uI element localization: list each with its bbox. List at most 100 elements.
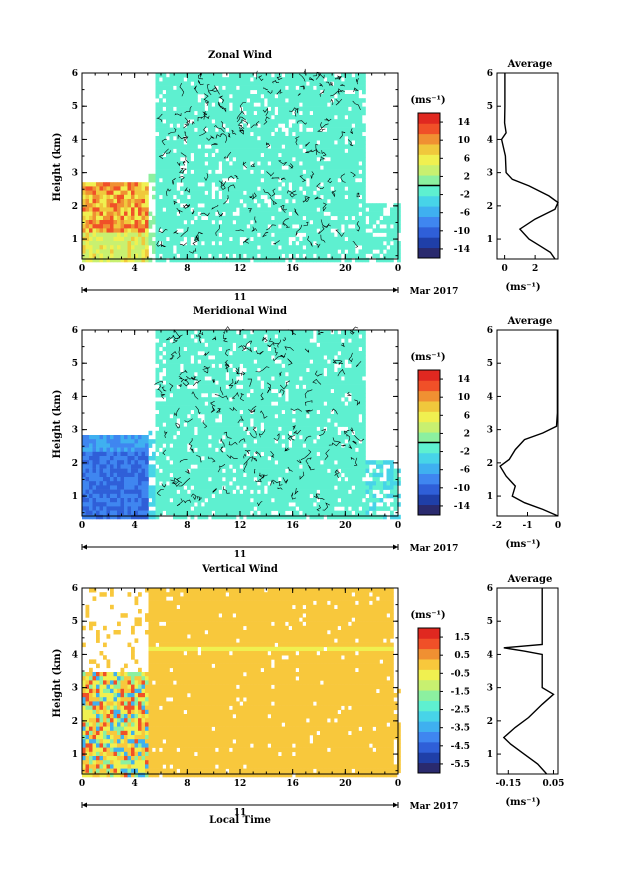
heatmap-cell [183, 477, 188, 482]
heatmap-cell [183, 388, 188, 394]
heatmap-cell [383, 228, 387, 233]
heatmap-cell [117, 253, 121, 259]
heatmap-cell [169, 173, 174, 179]
heatmap-cell [113, 460, 118, 465]
heatmap-cell [309, 148, 314, 154]
heatmap-cell [194, 351, 198, 356]
heatmap-cell [337, 224, 342, 229]
heatmap-cell [194, 485, 198, 490]
heatmap-cell [306, 165, 310, 170]
heatmap-cell [159, 351, 163, 356]
contour-line [206, 84, 212, 96]
heatmap-cell [348, 77, 352, 82]
heatmap-cell [194, 207, 198, 212]
heatmap-cell [271, 253, 275, 259]
heatmap-cell [281, 81, 286, 86]
heatmap-cell [155, 506, 160, 511]
heatmap-cell [239, 89, 244, 95]
heatmap-cell [131, 186, 135, 191]
heatmap-cell [330, 165, 335, 170]
heatmap-cell [176, 152, 181, 158]
heatmap-cell [236, 253, 240, 259]
heatmap-cell [85, 215, 90, 221]
heatmap-cell [232, 418, 237, 423]
contour-line [320, 234, 326, 243]
heatmap-cell [124, 194, 128, 200]
heatmap-cell [162, 157, 167, 162]
heatmap-cell [306, 148, 310, 154]
heatmap-cell [292, 136, 296, 141]
heatmap-cell [330, 144, 335, 149]
heatmap-cell [117, 439, 121, 444]
heatmap-cell [141, 245, 146, 250]
heatmap-cell [337, 232, 342, 238]
heatmap-cell [267, 498, 272, 503]
heatmap-cell [113, 498, 118, 503]
heatmap-cell [288, 148, 293, 154]
heatmap-cell [236, 144, 240, 149]
heatmap-cell [145, 211, 149, 217]
heatmap-cell [169, 241, 174, 246]
heatmap-cell [103, 443, 107, 448]
heatmap-cell [383, 257, 387, 263]
heatmap-cell [302, 123, 307, 128]
heatmap-cell [274, 81, 279, 86]
heatmap-cell [166, 241, 170, 246]
heatmap-cell [337, 106, 342, 112]
heatmap-cell [162, 468, 167, 474]
heatmap-cell [253, 224, 258, 229]
heatmap-cell [218, 443, 223, 448]
heatmap-cell [253, 98, 258, 103]
heatmap-cell [246, 211, 251, 217]
heatmap-cell [250, 178, 254, 183]
heatmap-cell [313, 249, 317, 254]
heatmap-cell [239, 85, 244, 91]
heatmap-cell [250, 472, 254, 478]
heatmap-cell [176, 464, 181, 469]
heatmap-cell [362, 257, 366, 263]
heatmap-cell [124, 468, 128, 474]
heatmap-cell [166, 334, 170, 339]
heatmap-cell [82, 215, 86, 221]
heatmap-cell [362, 203, 366, 208]
heatmap-cell [138, 241, 142, 246]
heatmap-cell [180, 489, 184, 495]
heatmap-cell [166, 110, 170, 116]
heatmap-cell [197, 443, 202, 448]
heatmap-cell [134, 451, 139, 457]
heatmap-cell [169, 380, 174, 385]
heatmap-cell [113, 207, 118, 212]
heatmap-cell [197, 148, 202, 154]
heatmap-cell [344, 203, 349, 208]
heatmap-cell [183, 472, 188, 478]
heatmap-cell [257, 257, 261, 263]
heatmap-cell [155, 351, 160, 356]
heatmap-cell [155, 182, 160, 187]
heatmap-cell [323, 123, 328, 128]
heatmap-cell [257, 89, 261, 95]
heatmap-cell [218, 506, 223, 511]
heatmap-cell [103, 220, 107, 225]
heatmap-cell [239, 401, 244, 406]
heatmap-cell [386, 253, 391, 259]
heatmap-cell [222, 372, 226, 377]
heatmap-cell [141, 253, 146, 259]
heatmap-cell [274, 355, 279, 360]
date-bar-arrow [82, 287, 87, 293]
contour-line [262, 231, 269, 238]
heatmap-cell [267, 447, 272, 453]
heatmap-cell [85, 489, 90, 495]
heatmap-cell [204, 510, 209, 516]
heatmap-cell [306, 245, 310, 250]
heatmap-cell [295, 199, 300, 204]
heatmap-cell [292, 127, 296, 133]
heatmap-cell [159, 110, 163, 116]
colorbar-swatch [418, 247, 440, 259]
heatmap-cell [260, 359, 265, 364]
heatmap-cell [218, 477, 223, 482]
heatmap-cell [327, 182, 331, 187]
heatmap-cell [243, 115, 247, 120]
heatmap-cell [113, 435, 118, 440]
heatmap-cell [127, 439, 132, 444]
heatmap-cell [176, 426, 181, 432]
